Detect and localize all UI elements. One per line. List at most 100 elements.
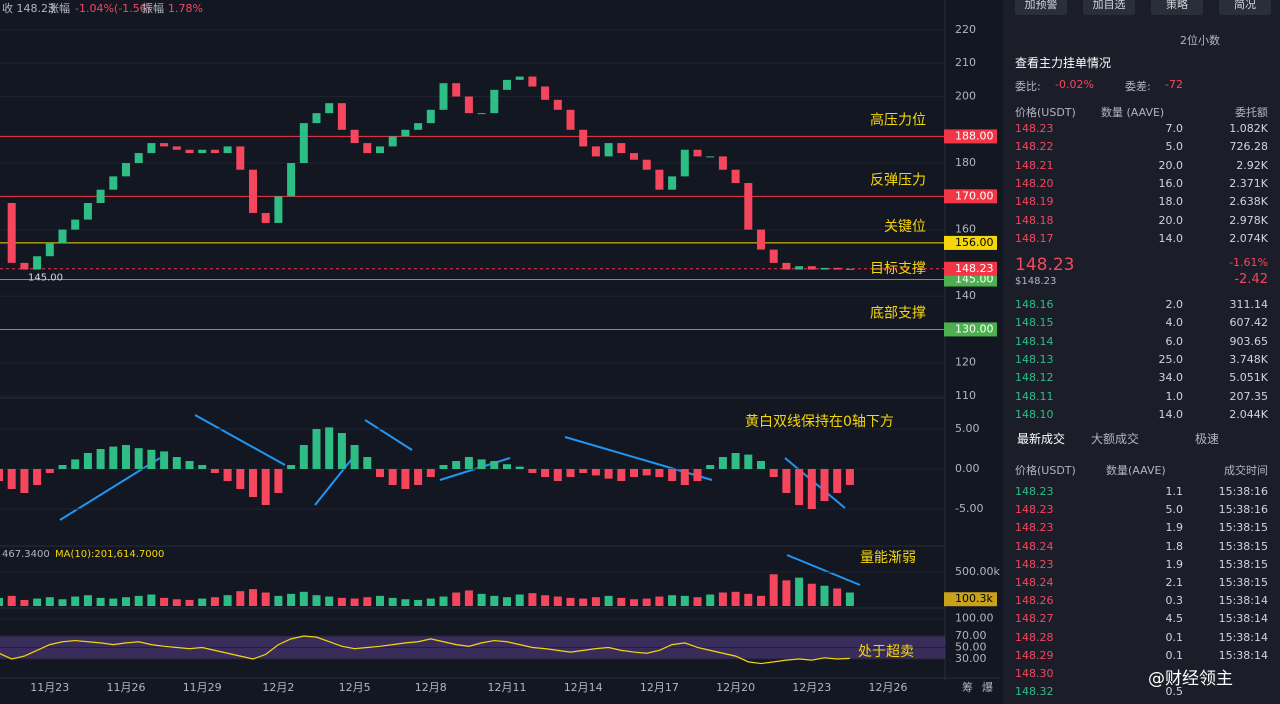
tab: 极速 (1195, 432, 1220, 446)
macd-bar (731, 453, 740, 469)
ask-cell: 148.19 (1015, 195, 1054, 209)
volume-bar (820, 585, 829, 606)
candle-body (274, 196, 283, 223)
volume-bar (782, 580, 791, 606)
trade-header: 数量(AAVE) (1106, 464, 1166, 477)
candle-body (718, 156, 727, 170)
macd-bar (693, 469, 702, 481)
trade-qty: 2.1 (1165, 576, 1184, 589)
candle-body (553, 99, 562, 110)
ratio-label: 委比: (1015, 80, 1041, 93)
macd-bar (312, 429, 321, 469)
candle-body (223, 146, 232, 154)
macd-bar (630, 469, 638, 477)
volume-bar (312, 595, 321, 606)
trade-price: 148.23 (1015, 521, 1054, 535)
ask-cell: 20.0 (1158, 158, 1184, 172)
macd-bar (515, 466, 524, 469)
corner-label: 爆 (982, 680, 993, 694)
candle-body (439, 83, 448, 110)
corner-label: 筹 (962, 680, 973, 694)
ask-cell: 2.638K (1229, 195, 1268, 209)
bid-cell: 2.044K (1229, 407, 1268, 421)
button[interactable]: 加预警 (1015, 0, 1067, 15)
macd-bar (223, 469, 232, 481)
decimals: 2位小数 (1180, 34, 1220, 47)
book-header: 价格(USDT) (1015, 106, 1076, 119)
macd-bar (604, 469, 613, 479)
candle-body (452, 83, 461, 97)
candle-body (96, 189, 105, 203)
macd-bar (325, 427, 334, 469)
macd-bar (795, 469, 804, 505)
volume-bar (617, 597, 626, 606)
button[interactable]: 加自选 (1083, 0, 1135, 15)
macd-bar (820, 469, 829, 501)
candle-body (744, 183, 753, 230)
bid-cell: 6.0 (1165, 334, 1184, 348)
button[interactable]: 简况 (1219, 0, 1271, 15)
volume-bar (210, 597, 219, 606)
candle-body (591, 146, 600, 157)
y-tick-label: 30.00 (955, 652, 987, 665)
candle-body (350, 129, 359, 144)
candle-body (337, 103, 346, 130)
trade-price: 148.23 (1015, 557, 1054, 571)
trade-qty: 5.0 (1165, 503, 1184, 517)
volume-bar (109, 598, 118, 606)
volume-bar (172, 599, 181, 606)
candle-body (312, 113, 321, 124)
volume-bar (642, 598, 651, 606)
button[interactable]: 策略 (1151, 0, 1203, 15)
macd-bar (452, 461, 461, 469)
trade-price: 148.28 (1015, 630, 1054, 644)
volume-bar (490, 595, 499, 606)
level-tag (944, 272, 997, 287)
x-tick-label: 12月14 (564, 681, 603, 694)
level-label: 188.00 (955, 129, 994, 142)
candle-body (541, 86, 550, 100)
volume-bar (325, 596, 334, 606)
candle-body (579, 129, 588, 147)
bid-cell: 607.42 (1229, 316, 1269, 330)
volume-bar (744, 593, 753, 606)
macd-bar (376, 469, 384, 477)
volume-bar (541, 595, 550, 606)
x-tick-label: 11月26 (107, 681, 146, 694)
candle-body (71, 219, 80, 230)
rsi-line (0, 635, 850, 665)
ask-cell: 1.082K (1229, 122, 1268, 135)
macd-bar (147, 449, 156, 469)
trade-qty: 0.1 (1165, 630, 1184, 644)
candle-body (287, 163, 296, 197)
y-tick-label: 180 (955, 156, 976, 169)
trade-header: 成交时间 (1224, 464, 1268, 477)
candle-body (845, 268, 854, 270)
bid-cell: 3.748K (1229, 352, 1268, 366)
y-tick-label: 100.00 (955, 612, 994, 625)
x-tick-label: 12月17 (640, 681, 679, 694)
volume-current: 100.3k (955, 592, 993, 605)
macd-bar (198, 465, 207, 469)
volume-legend: 467.3400 (2, 549, 50, 560)
candle-body (185, 149, 194, 154)
ask-cell: 14.0 (1158, 231, 1184, 245)
main-orders: 查看主力挂单情况 (1015, 56, 1112, 70)
macd-bar (591, 469, 600, 476)
x-tick-label: 12月20 (716, 681, 755, 694)
volume-bar (261, 592, 270, 606)
candle-body (515, 76, 524, 80)
last-chg: -2.42 (1234, 272, 1268, 287)
x-tick-label: 12月5 (339, 681, 371, 694)
volume-bar (185, 599, 194, 606)
volume-bar (20, 599, 29, 606)
side-panel: 加预警 加自选 策略 简况 2位小数 查看主力挂单情况 委比: -0.02% 委差: -72 价格(… (1003, 0, 1280, 704)
macd-bar (20, 469, 29, 493)
trade-time: 15:38:16 (1218, 503, 1268, 517)
volume-bar (591, 597, 600, 606)
macd-bar (71, 459, 80, 469)
macd-bar (96, 449, 105, 469)
x-tick-label: 12月8 (415, 681, 447, 694)
trade-price: 148.27 (1015, 612, 1054, 626)
annotation: 处于超卖 (858, 644, 914, 660)
